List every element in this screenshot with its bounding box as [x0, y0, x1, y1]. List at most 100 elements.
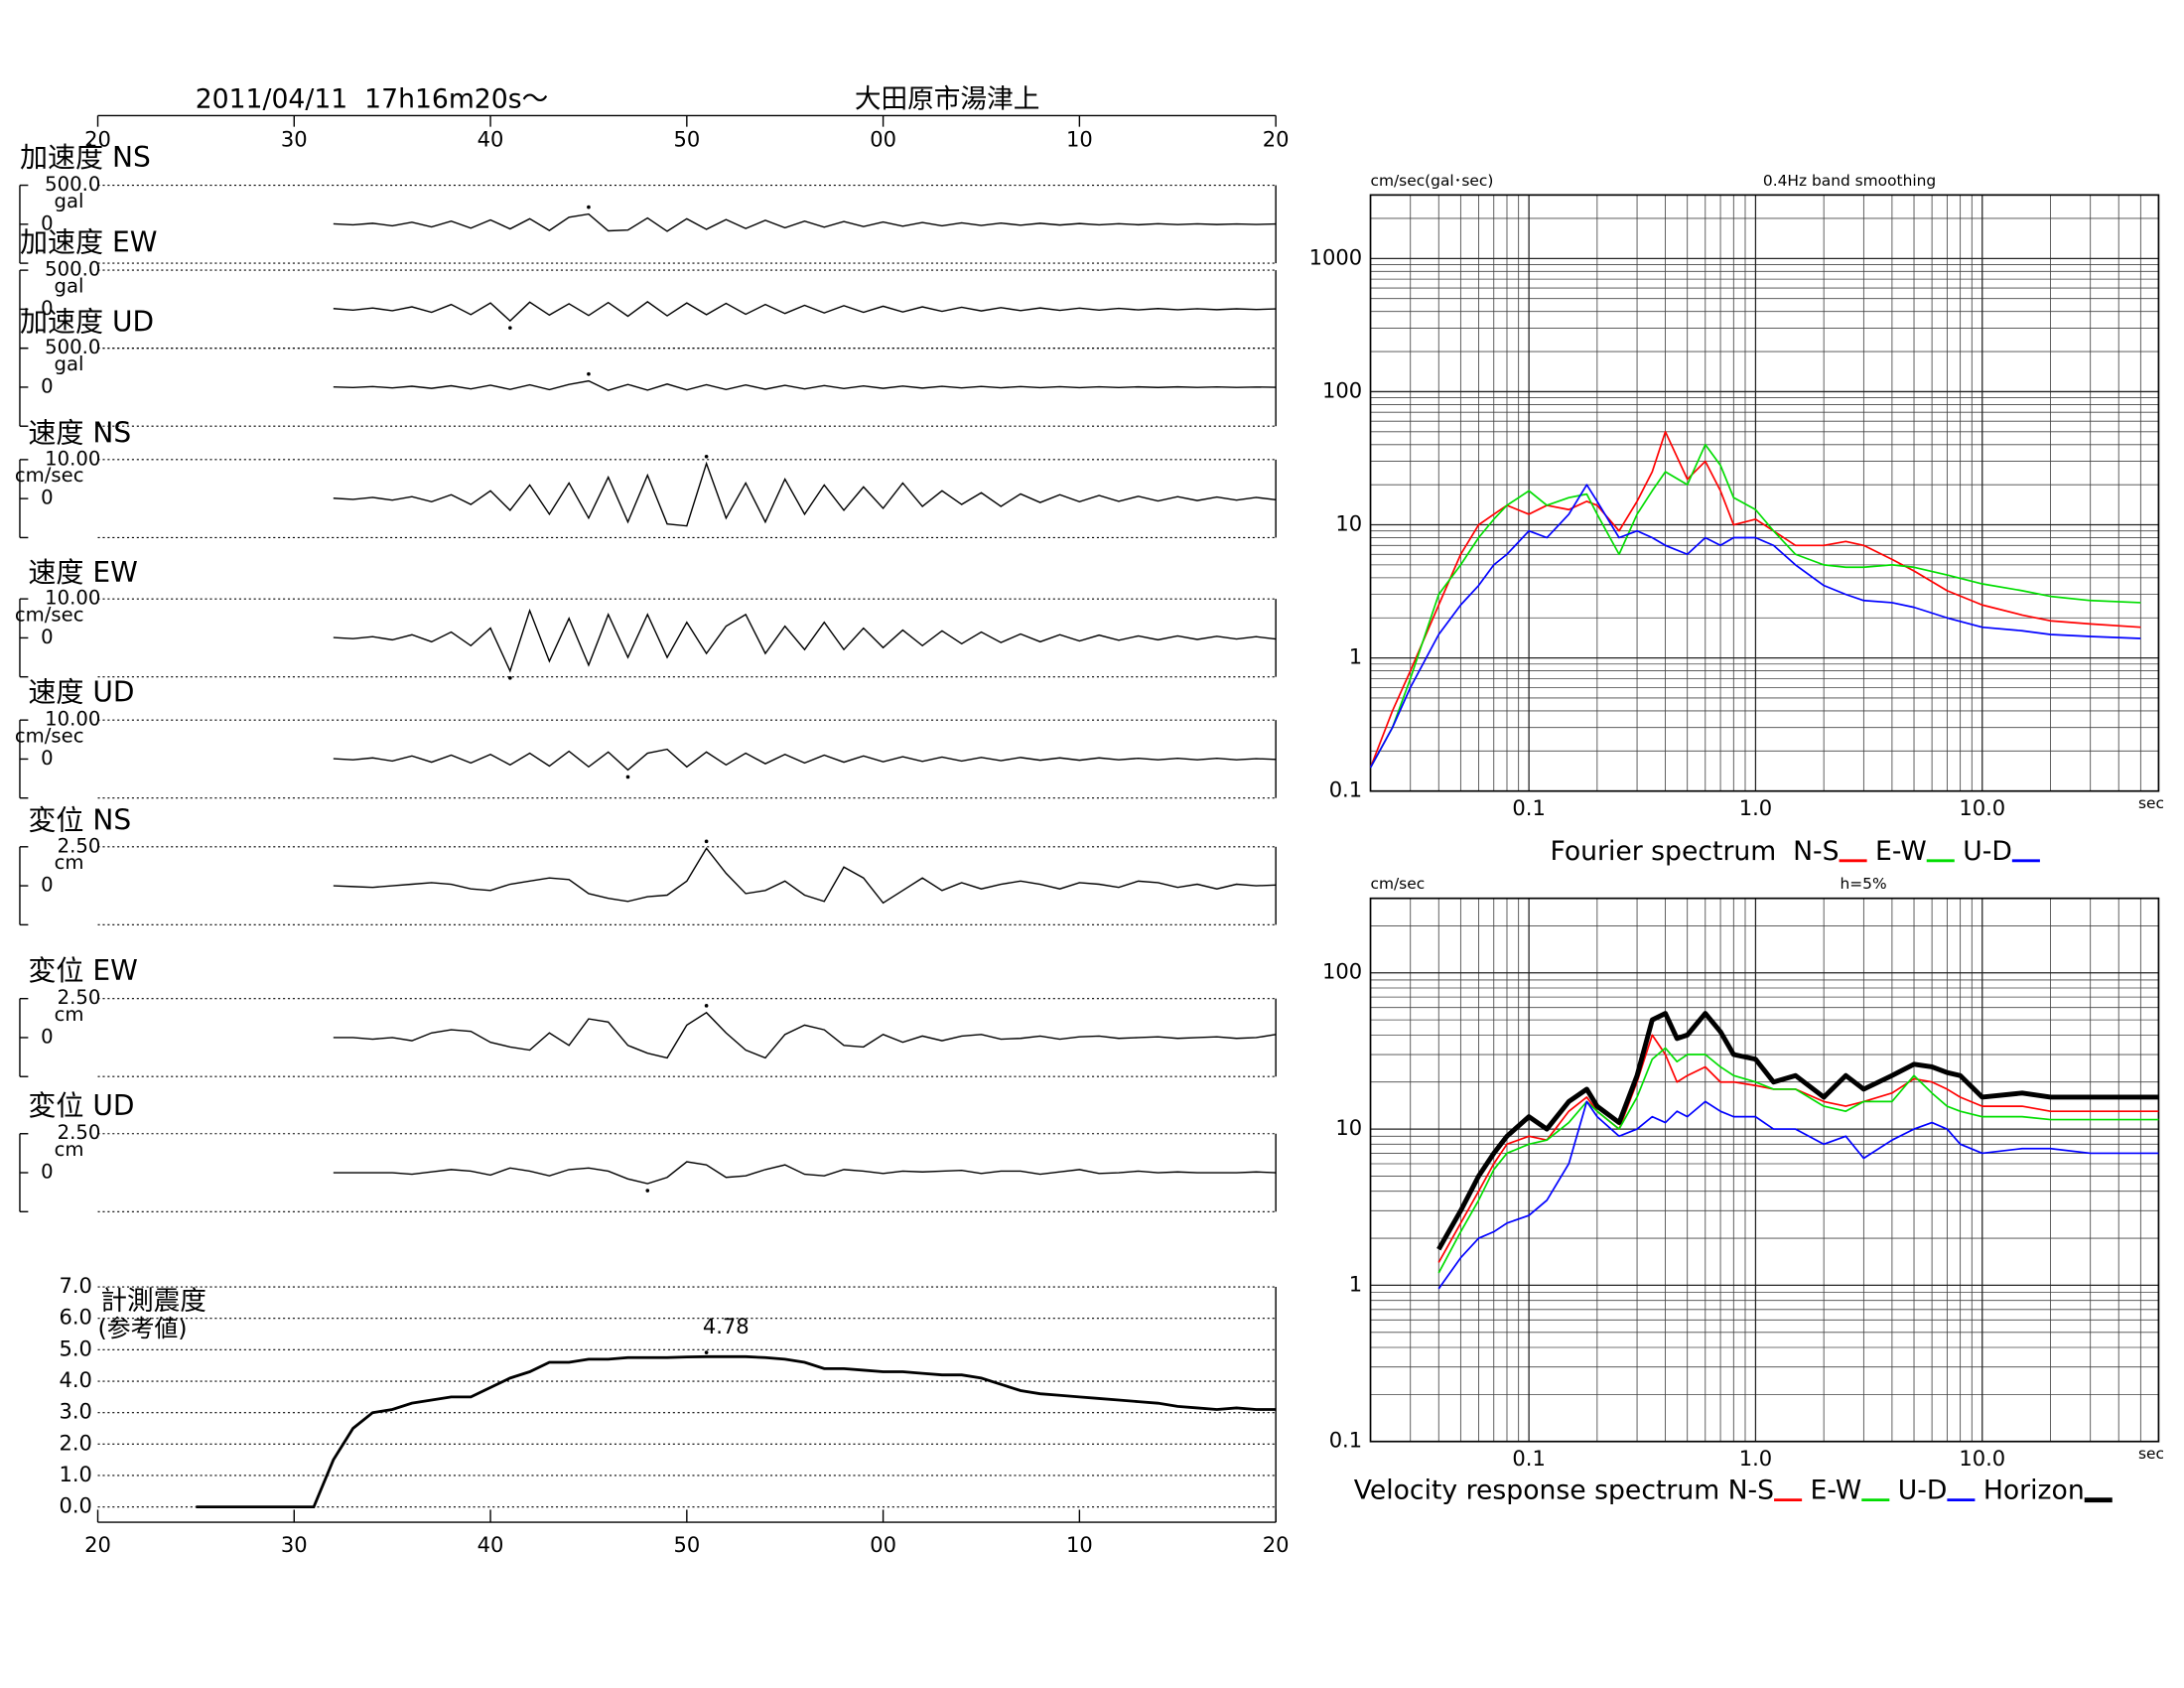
y-tick-label: 2.50 [58, 986, 101, 1009]
y-tick-label: 6.0 [59, 1305, 91, 1330]
peak-marker [704, 1003, 709, 1008]
waveform [333, 1161, 1277, 1185]
peak-marker [625, 774, 630, 779]
x-tick-label: 40 [478, 127, 504, 152]
y-tick-label: 2.50 [58, 1121, 101, 1144]
y-tick-label: 3.0 [59, 1399, 91, 1424]
y-tick-label: 0.0 [59, 1493, 91, 1518]
y-tick-label: 5.0 [59, 1336, 91, 1360]
y-tick-label: 0 [41, 297, 54, 320]
x-tick-label: 50 [673, 1532, 700, 1557]
y-axis-unit: cm/sec [1371, 875, 1426, 893]
y-tick-label: 10.00 [45, 587, 100, 610]
x-tick-label: 10.0 [1959, 795, 2005, 820]
y-tick-label: 0 [41, 1025, 54, 1048]
panel-title: 速度 NS [28, 417, 131, 450]
waveform [333, 748, 1277, 772]
peak-marker [587, 205, 591, 210]
peak-label: 4.78 [703, 1314, 750, 1338]
y-tick-label: 0 [41, 747, 54, 770]
panel-title: 速度 UD [28, 676, 134, 709]
legend-label: U-D [1898, 1476, 1948, 1506]
x-tick-label: 20 [1263, 1532, 1290, 1557]
panel-title: 変位 EW [28, 954, 137, 987]
legend-label: Horizon [1983, 1476, 2085, 1506]
x-tick-label: 30 [281, 127, 308, 152]
spectrum-line [1437, 1034, 2159, 1263]
waveform [333, 608, 1277, 673]
y-tick-label: 0 [41, 211, 54, 234]
y-tick-label: 0.1 [1329, 1428, 1362, 1453]
legend-label: N-S [1793, 836, 1839, 867]
unit-label: gal [55, 352, 84, 375]
peak-marker [508, 675, 512, 680]
x-tick-label: 10.0 [1959, 1446, 2005, 1471]
y-tick-label: 10 [1335, 1115, 1362, 1140]
x-tick-label: 00 [870, 127, 896, 152]
waveform [333, 847, 1277, 905]
spectrum-line [1369, 443, 2141, 769]
record-date: 2011/04/11 17h16m20s～ [196, 83, 549, 114]
peak-marker [704, 839, 709, 844]
intensity-line [196, 1354, 1277, 1509]
waveform [333, 1011, 1277, 1059]
panel-title: 加速度 NS [20, 141, 151, 174]
y-tick-label: 10.00 [45, 447, 100, 470]
legend-label: N-S [1728, 1476, 1774, 1506]
unit-label: cm/sec [15, 603, 84, 626]
legend-title: Fourier spectrum [1550, 836, 1776, 867]
station-name: 大田原市湯津上 [855, 83, 1040, 114]
y-tick-label: 100 [1322, 377, 1362, 402]
panel-title: 速度 EW [28, 556, 137, 589]
unit-label: cm/sec [15, 464, 84, 487]
legend-label: U-D [1963, 836, 2012, 867]
peak-marker [508, 326, 512, 331]
unit-label: cm [55, 851, 84, 874]
y-tick-label: 10 [1335, 511, 1362, 536]
y-tick-label: 1 [1349, 644, 1362, 669]
peak-marker [704, 1350, 709, 1354]
x-tick-label: 1.0 [1739, 795, 1772, 820]
waveform [333, 212, 1277, 232]
spectrum-line [1369, 430, 2141, 769]
x-tick-label: 40 [478, 1532, 504, 1557]
waveform [333, 379, 1277, 391]
y-tick-label: 100 [1322, 959, 1362, 984]
spectrum-line [1436, 1011, 2159, 1251]
panel-title: 加速度 UD [20, 305, 154, 338]
y-tick-label: 1 [1349, 1271, 1362, 1296]
unit-label: cm/sec [15, 724, 84, 747]
unit-label: cm [55, 1138, 84, 1161]
y-tick-label: 10.00 [45, 708, 100, 731]
y-tick-label: 1000 [1309, 244, 1362, 269]
unit-label: gal [55, 190, 84, 212]
y-tick-label: 1.0 [59, 1462, 91, 1486]
peak-marker [704, 454, 709, 459]
panel-title: 変位 UD [28, 1089, 134, 1122]
x-axis-unit: sec [2138, 794, 2164, 812]
unit-label: gal [55, 274, 84, 297]
spectrum-line [1437, 1047, 2159, 1274]
legend-label: E-W [1811, 1476, 1862, 1506]
x-tick-label: 20 [84, 1532, 111, 1557]
x-tick-label: 0.1 [1512, 795, 1545, 820]
y-tick-label: 0 [41, 874, 54, 897]
waveform [333, 461, 1277, 527]
peak-marker [645, 1189, 650, 1193]
y-tick-label: 0.1 [1329, 777, 1362, 802]
x-tick-label: 20 [84, 127, 111, 152]
x-tick-label: 00 [870, 1532, 896, 1557]
legend-label: E-W [1875, 836, 1927, 867]
x-tick-label: 10 [1066, 1532, 1093, 1557]
x-tick-label: 0.1 [1512, 1446, 1545, 1471]
x-axis-unit: sec [2138, 1445, 2164, 1463]
x-tick-label: 10 [1066, 127, 1093, 152]
chart-subtitle: (参考値) [98, 1315, 188, 1342]
x-tick-label: 20 [1263, 127, 1290, 152]
y-tick-label: 0 [41, 487, 54, 509]
chart-title: 0.4Hz band smoothing [1763, 172, 1936, 190]
x-tick-label: 1.0 [1739, 1446, 1772, 1471]
x-tick-label: 50 [673, 127, 700, 152]
y-tick-label: 2.0 [59, 1430, 91, 1455]
